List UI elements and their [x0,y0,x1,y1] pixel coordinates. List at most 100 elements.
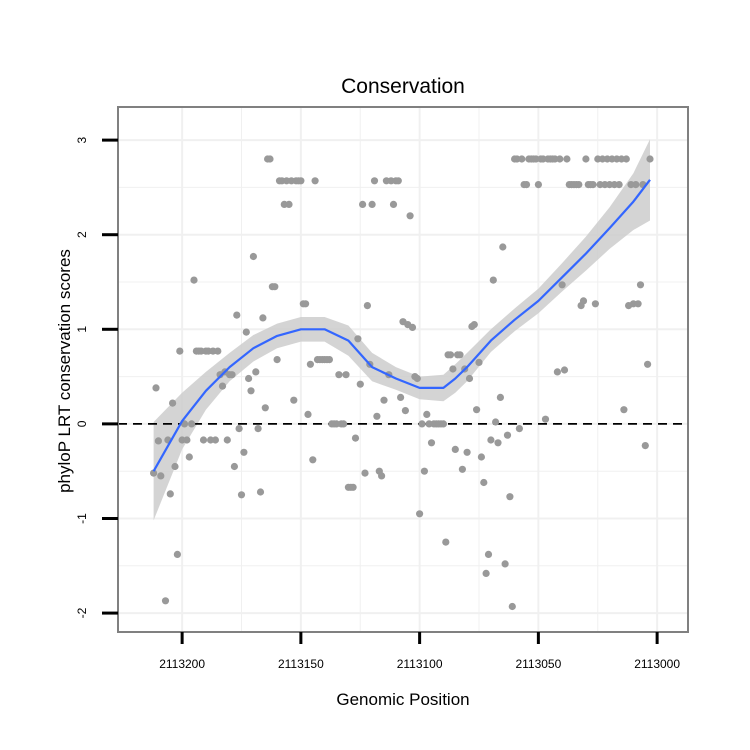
data-point [636,281,645,289]
x-tick-label: 2113100 [397,657,443,671]
data-point [304,410,312,418]
data-point [423,410,431,418]
data-point [494,439,502,447]
chart-title: Conservation [341,75,465,98]
data-point [247,387,255,395]
data-point [152,384,160,392]
data-point [634,300,642,308]
y-tick-label: -2 [75,607,89,618]
data-point [522,181,531,189]
y-axis-label: phyloP LRT conservation scores [55,249,74,493]
data-point [223,436,231,444]
smooth-trend-line [152,179,651,472]
data-point [166,490,174,498]
data-point [306,360,314,368]
data-point [620,406,628,414]
data-point [176,347,184,355]
data-point [363,302,371,310]
data-point [237,491,246,499]
data-point [380,396,388,404]
panel-border [117,106,689,633]
y-tick-label: 1 [75,326,89,333]
data-point [506,493,514,501]
data-point [451,445,459,453]
data-point [233,311,241,319]
data-point [354,335,362,343]
data-point [397,393,405,401]
data-point [477,453,485,461]
data-point [285,200,293,208]
data-point [413,374,421,383]
data-point [553,368,562,376]
y-tick-label: -1 [75,513,89,524]
data-point [646,155,654,163]
data-point [442,538,450,546]
data-point [484,550,493,559]
x-tick-label: 2113150 [278,657,324,671]
data-point [463,448,471,456]
data-point [335,371,343,379]
data-point [632,181,640,189]
data-point [418,420,426,428]
data-point [558,281,566,289]
data-point [563,155,571,163]
data-point [361,469,369,477]
data-point [190,276,198,284]
data-point [465,374,474,383]
data-point [582,155,590,163]
data-point [240,448,248,456]
data-point [150,469,158,477]
y-tick-label: 2 [75,231,89,238]
data-point [370,177,379,185]
data-point [259,314,267,322]
data-point [171,462,179,471]
data-point [302,300,310,308]
data-point [420,467,428,475]
data-point [489,276,497,284]
data-point [249,252,257,261]
x-axis: 2113200 2113150 2113100 2113050 2113000 [159,632,680,671]
data-point [297,177,305,185]
data-point [641,442,649,450]
y-axis: -2 -1 0 1 2 3 [75,136,118,618]
data-point [492,418,500,426]
data-point [218,382,227,390]
data-point [475,358,483,366]
data-point [309,456,317,464]
data-point [560,366,569,374]
data-point [458,465,466,473]
data-point [340,420,348,428]
data-point [245,374,253,383]
data-point [470,321,478,329]
data-point [188,420,196,428]
data-point [579,297,588,305]
data-point [416,510,424,518]
data-points [150,155,654,611]
data-point [499,243,507,251]
data-point [266,155,274,163]
data-point [378,472,386,480]
data-point [501,560,509,568]
x-tick-label: 2113200 [159,657,205,671]
data-point [228,371,236,379]
x-axis-label: Genomic Position [336,690,469,709]
data-point [480,478,488,487]
data-point [449,365,457,373]
data-point [427,439,436,447]
data-point [185,453,193,461]
data-point [173,550,181,559]
data-point [473,406,481,414]
data-point [242,328,250,336]
data-point [256,488,265,496]
data-point [439,420,447,428]
data-point [273,356,281,364]
data-point [356,380,364,388]
data-point [349,483,357,491]
data-point [518,155,526,163]
data-point [359,200,367,208]
data-point [254,425,262,433]
data-point [325,356,333,364]
data-point [615,181,623,189]
smooth-line-path [152,179,651,472]
